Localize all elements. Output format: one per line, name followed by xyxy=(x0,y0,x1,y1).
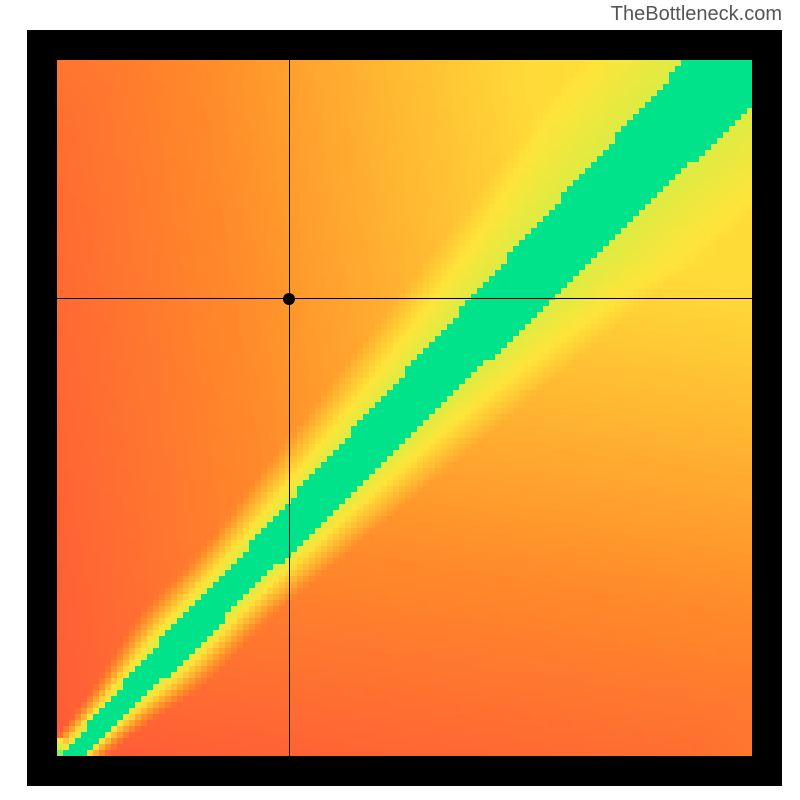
watermark-text: TheBottleneck.com xyxy=(611,3,782,26)
heatmap-plot xyxy=(57,60,752,756)
heatmap-canvas xyxy=(57,60,752,756)
crosshair-horizontal xyxy=(57,298,752,299)
crosshair-vertical xyxy=(289,60,290,756)
selection-marker[interactable] xyxy=(283,293,295,305)
